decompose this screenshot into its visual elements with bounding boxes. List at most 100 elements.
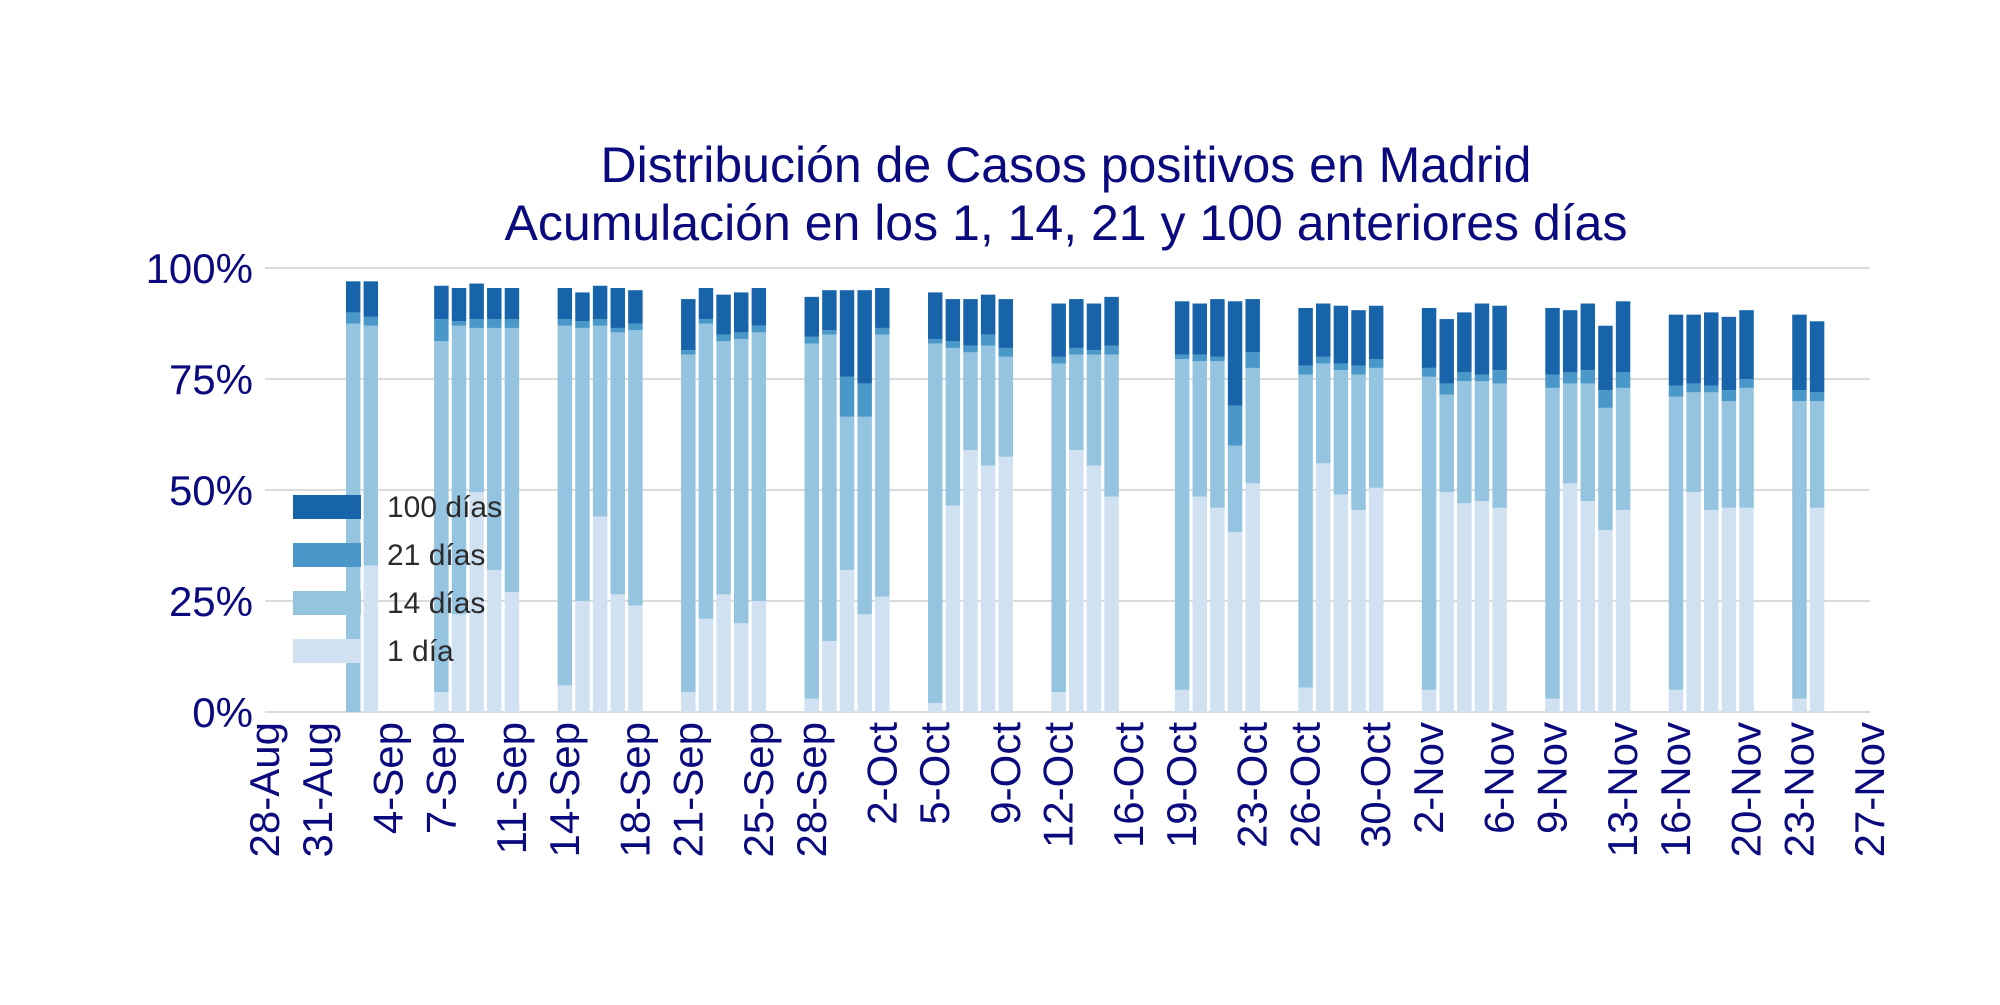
segment-1-dia: [875, 596, 890, 712]
segment-14-dias: [1457, 381, 1472, 504]
segment-21-dias: [1051, 356, 1066, 364]
bar-5-Nov: [1474, 303, 1490, 712]
segment-14-dias: [1545, 387, 1560, 699]
segment-1-dia: [1069, 450, 1084, 712]
segment-21-dias: [1421, 367, 1437, 377]
x-tick-label: 31-Aug: [294, 722, 341, 857]
segment-14-dias: [1792, 401, 1807, 699]
segment-21-dias: [1492, 370, 1507, 384]
segment-14-dias: [1333, 370, 1349, 495]
segment-14-dias: [804, 343, 819, 699]
segment-100-dias: [1492, 305, 1507, 371]
segment-14-dias: [998, 356, 1014, 457]
segment-1-dia: [1245, 483, 1260, 712]
segment-21-dias: [945, 341, 961, 348]
segment-14-dias: [927, 343, 943, 704]
bar-18-Sep: [628, 290, 643, 712]
segment-100-dias: [698, 287, 714, 320]
segment-100-dias: [1069, 299, 1084, 348]
segment-1-dia: [1439, 492, 1454, 712]
segment-21-dias: [1245, 352, 1260, 368]
x-tick-label: 28-Sep: [788, 722, 835, 857]
bar-14-Oct: [1086, 303, 1102, 712]
segment-1-dia: [945, 505, 961, 712]
segment-21-dias: [1298, 365, 1313, 375]
segment-100-dias: [1351, 310, 1366, 366]
bar-16-Sep: [592, 285, 608, 712]
segment-21-dias: [1086, 350, 1102, 355]
bar-29-Sep: [822, 290, 837, 712]
bar-19-Oct: [1174, 301, 1190, 712]
segment-14-dias: [1192, 361, 1208, 497]
segment-1-dia: [1580, 501, 1596, 712]
x-tick-label: 12-Oct: [1035, 722, 1082, 848]
y-tick-label: 50%: [169, 467, 253, 514]
segment-1-dia: [434, 692, 449, 712]
segment-21-dias: [1721, 390, 1737, 402]
bar-6-Nov: [1492, 305, 1507, 712]
bar-6-Oct: [945, 299, 961, 712]
segment-1-dia: [1792, 698, 1807, 712]
segment-14-dias: [1598, 407, 1613, 530]
segment-21-dias: [751, 325, 767, 333]
segment-14-dias: [681, 354, 696, 693]
segment-1-dia: [1227, 532, 1243, 712]
segment-1-dia: [1598, 529, 1613, 712]
segment-1-dia: [1615, 509, 1631, 712]
segment-1-dia: [822, 640, 837, 712]
x-tick-label: 28-Aug: [241, 722, 288, 857]
segment-14-dias: [1492, 383, 1507, 508]
bar-2-Oct: [875, 287, 890, 712]
segment-100-dias: [822, 290, 837, 331]
segment-100-dias: [998, 299, 1014, 348]
segment-1-dia: [1809, 507, 1825, 712]
x-tick-label: 14-Sep: [541, 722, 588, 857]
segment-21-dias: [592, 319, 608, 326]
bar-20-Oct: [1192, 303, 1208, 712]
segment-100-dias: [363, 281, 379, 317]
bar-22-Sep: [698, 287, 714, 712]
segment-100-dias: [610, 287, 625, 328]
bar-12-Nov: [1598, 325, 1613, 712]
bar-9-Oct: [998, 299, 1014, 712]
segment-1-dia: [1351, 509, 1366, 712]
bar-11-Sep: [504, 287, 520, 712]
bar-24-Nov: [1809, 321, 1825, 712]
x-tick-label: 9-Nov: [1529, 722, 1576, 834]
segment-1-dia: [839, 569, 855, 712]
segment-1-dia: [857, 614, 872, 712]
segment-100-dias: [1580, 303, 1596, 371]
segment-100-dias: [1316, 303, 1331, 357]
segment-14-dias: [1474, 381, 1490, 502]
segment-21-dias: [698, 319, 714, 324]
x-tick-label: 2-Nov: [1405, 722, 1452, 834]
x-tick-label: 2-Oct: [858, 722, 905, 825]
segment-1-dia: [733, 623, 749, 712]
segment-21-dias: [733, 332, 749, 340]
segment-21-dias: [1598, 390, 1613, 408]
segment-14-dias: [1615, 387, 1631, 510]
segment-1-dia: [451, 614, 467, 712]
segment-21-dias: [804, 336, 819, 344]
x-tick-label: 13-Nov: [1599, 722, 1646, 857]
segment-14-dias: [628, 330, 643, 606]
bar-4-Nov: [1457, 312, 1472, 712]
segment-100-dias: [1668, 314, 1684, 386]
segment-21-dias: [1351, 365, 1366, 375]
legend: 100 días 21 días 14 días 1 día: [293, 491, 502, 668]
segment-1-dia: [698, 618, 714, 712]
segment-1-dia: [469, 492, 484, 712]
segment-21-dias: [1316, 356, 1331, 364]
segment-14-dias: [822, 334, 837, 641]
bar-3-Nov: [1439, 319, 1454, 712]
segment-100-dias: [1545, 307, 1560, 375]
segment-100-dias: [592, 285, 608, 320]
segment-21-dias: [1792, 390, 1807, 402]
bar-2-Nov: [1421, 307, 1437, 712]
segment-21-dias: [1439, 383, 1454, 395]
segment-21-dias: [575, 321, 590, 328]
segment-1-dia: [487, 569, 502, 712]
segment-14-dias: [469, 327, 484, 493]
y-axis-ticks: 0% 25% 50% 75% 100%: [146, 245, 253, 736]
segment-100-dias: [1368, 305, 1384, 360]
